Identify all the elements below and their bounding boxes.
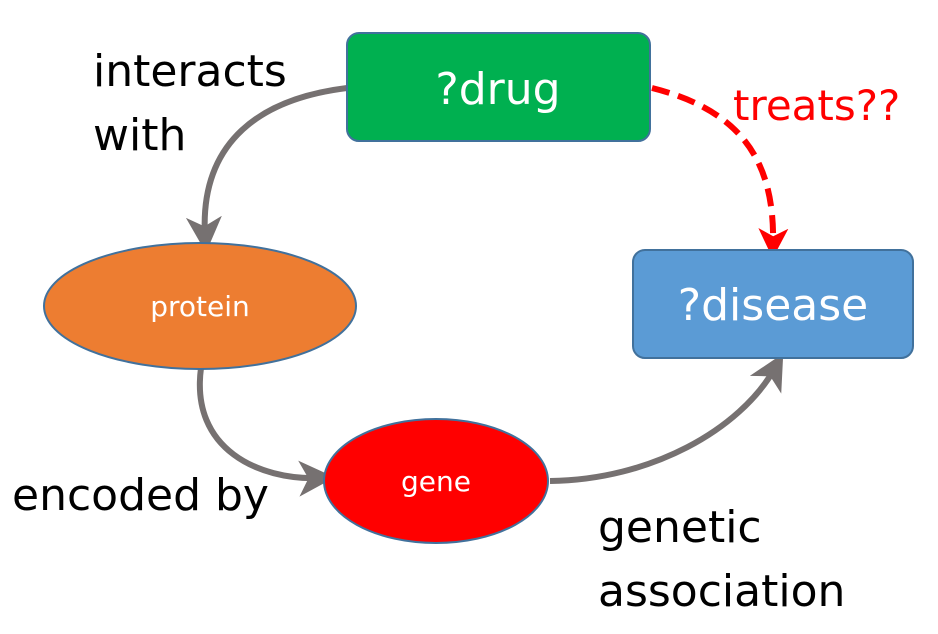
node-disease-label: ?disease [678, 280, 868, 331]
label-genetic-association-line1: genetic [598, 502, 762, 553]
label-encoded-by: encoded by [12, 470, 269, 521]
node-disease: ?disease [632, 249, 914, 359]
edge-encoded-by [196, 367, 335, 497]
edge-genetic-association [549, 353, 784, 484]
label-interacts-with-line1: interacts [93, 46, 287, 97]
node-protein: protein [43, 242, 357, 370]
node-drug: ?drug [346, 32, 651, 142]
edge-interacts-with [185, 85, 348, 253]
node-gene-label: gene [401, 465, 471, 498]
label-genetic-association-line2: association [598, 566, 845, 617]
node-drug-label: ?drug [435, 64, 560, 115]
node-gene: gene [323, 418, 549, 544]
node-protein-label: protein [150, 290, 250, 323]
label-interacts-with-line2: with [93, 110, 186, 161]
edge-treats [651, 85, 789, 259]
label-treats: treats?? [733, 81, 900, 130]
